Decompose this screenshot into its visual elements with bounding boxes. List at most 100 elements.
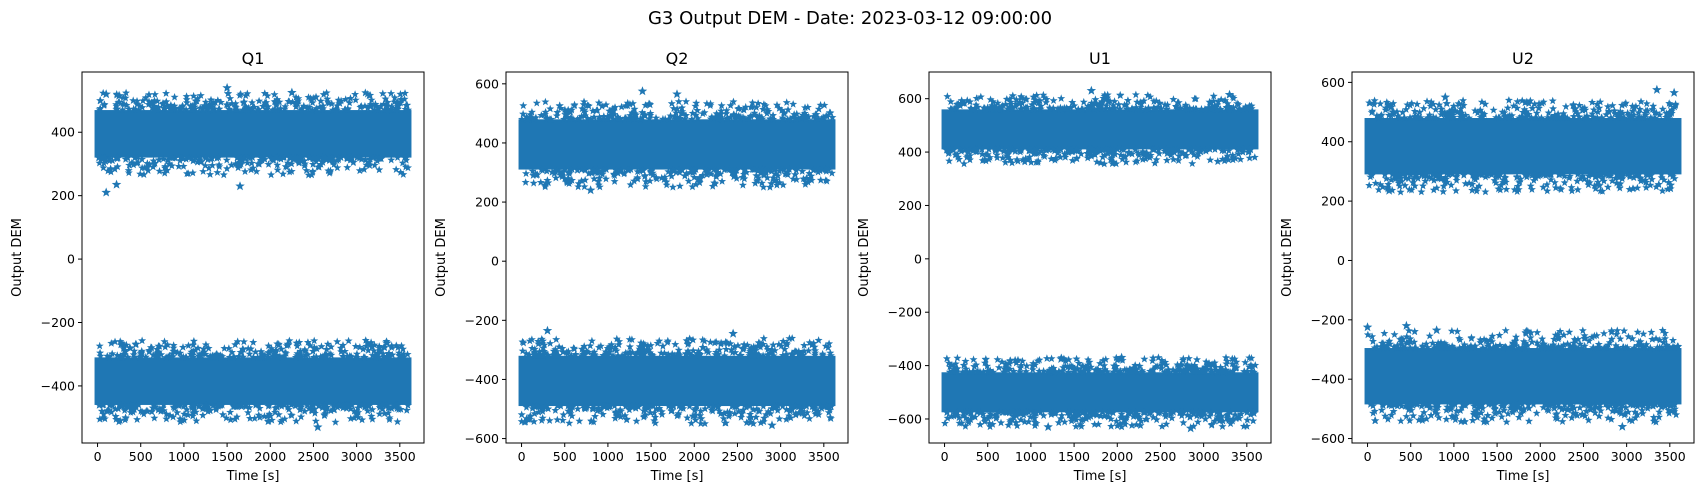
outlier-point-u2-7 — [1384, 185, 1394, 195]
x-tick-label: 2500 — [1568, 449, 1600, 464]
data-band-core — [94, 110, 412, 158]
subplot-q2: 0 500 1000 1500 2000 2500 3000 3500−600−400−200… — [434, 49, 849, 484]
x-tick-label: 3000 — [765, 449, 797, 464]
x-tick-label: 1500 — [211, 449, 243, 464]
outlier-point-u1-3 — [1116, 352, 1127, 362]
outlier-point-u1-1 — [1086, 85, 1097, 95]
outlier-point-q1-7 — [287, 87, 297, 97]
x-axis-label-u1: Time [s] — [1073, 469, 1127, 484]
data-band-u2-2 — [1363, 326, 1683, 426]
data-band-core — [518, 355, 836, 407]
figure-title: G3 Output DEM - Date: 2023-03-12 09:00:0… — [648, 8, 1052, 29]
y-tick-label: 400 — [51, 125, 75, 140]
subplot-u2: 0 500 1000 1500 2000 2500 3000 3500−600−400−200… — [1280, 49, 1695, 484]
x-tick-label: 3000 — [1611, 449, 1643, 464]
y-tick-label: −200 — [1311, 312, 1345, 327]
y-tick-label: 0 — [1337, 253, 1345, 268]
data-band-core — [94, 357, 412, 405]
data-band-core — [1364, 118, 1682, 175]
data-band-edge-points — [1365, 96, 1680, 196]
x-tick-label: 3500 — [1231, 449, 1263, 464]
x-axis-label-u2: Time [s] — [1496, 469, 1550, 484]
x-tick-label: 1500 — [1058, 449, 1090, 464]
outlier-point-q2-4 — [542, 325, 553, 335]
outlier-point-u2-5 — [1401, 320, 1412, 330]
axes-frame-q2 — [505, 71, 849, 444]
y-axis-label-u2: Output DEM — [1280, 218, 1295, 297]
data-band-u1-1 — [941, 90, 1259, 168]
axes-frame-q1 — [81, 71, 425, 444]
y-tick-label: 600 — [898, 91, 922, 106]
data-band-edge-points — [518, 97, 837, 191]
x-tick-label: 0 — [941, 449, 949, 464]
y-tick-label: 400 — [475, 135, 499, 150]
x-tick-label: 2500 — [298, 449, 330, 464]
x-tick-label: 2500 — [722, 449, 754, 464]
x-tick-label: 1000 — [1438, 449, 1470, 464]
y-tick-label: −200 — [41, 315, 75, 330]
data-band-core — [941, 372, 1259, 413]
y-tick-label: −600 — [465, 431, 499, 446]
outlier-point-q1-8 — [313, 422, 323, 432]
y-tick-label: −400 — [888, 358, 922, 373]
y-axis-label-q2: Output DEM — [434, 218, 449, 297]
y-axis-label-u1: Output DEM — [857, 218, 872, 297]
x-tick-label: 500 — [976, 449, 1000, 464]
y-tick-label: −200 — [465, 313, 499, 328]
axes-frame-u1 — [928, 71, 1272, 444]
outlier-point-u2-3 — [1669, 87, 1679, 97]
y-tick-label: −200 — [888, 305, 922, 320]
y-tick-label: 400 — [898, 145, 922, 160]
outlier-point-u2-2 — [1652, 84, 1662, 94]
x-tick-label: 0 — [1364, 449, 1372, 464]
outlier-point-q1-9 — [382, 338, 392, 348]
data-band-u2-1 — [1364, 96, 1682, 196]
x-tick-label: 500 — [1399, 449, 1423, 464]
x-tick-label: 3500 — [384, 449, 416, 464]
data-band-u1-2 — [941, 353, 1260, 431]
x-tick-label: 1000 — [168, 449, 200, 464]
x-tick-label: 2500 — [1145, 449, 1177, 464]
y-tick-label: −400 — [465, 372, 499, 387]
outlier-point-u1-2 — [1224, 89, 1235, 99]
y-tick-label: −400 — [41, 378, 75, 393]
data-band-edge-points — [1363, 326, 1683, 426]
x-tick-label: 2000 — [254, 449, 286, 464]
y-tick-label: 0 — [491, 254, 499, 269]
outlier-point-q2-5 — [728, 328, 738, 338]
x-axis-label-q2: Time [s] — [650, 469, 704, 484]
data-band-core — [518, 119, 836, 170]
x-tick-label: 0 — [94, 449, 102, 464]
outlier-point-u1-5 — [1043, 422, 1053, 431]
outlier-point-q1-4 — [222, 82, 232, 92]
outlier-point-u2-4 — [1362, 322, 1373, 332]
outlier-point-q1-3 — [235, 181, 245, 191]
y-tick-label: 0 — [67, 252, 75, 267]
data-band-edge-points — [517, 334, 836, 428]
x-tick-label: 1000 — [1015, 449, 1047, 464]
subplot-title-u1: U1 — [1089, 49, 1111, 68]
y-tick-label: −600 — [1311, 431, 1345, 446]
x-tick-label: 3500 — [808, 449, 840, 464]
x-tick-label: 500 — [553, 449, 577, 464]
y-tick-label: 600 — [475, 76, 499, 91]
outlier-point-q1-6 — [114, 90, 124, 100]
data-band-core — [941, 109, 1259, 150]
x-tick-label: 0 — [518, 449, 526, 464]
outlier-point-u2-1 — [1440, 92, 1450, 102]
y-tick-label: 200 — [51, 188, 75, 203]
data-band-edge-points — [942, 90, 1259, 168]
plot-area-q1 — [94, 82, 413, 432]
y-tick-label: 600 — [1321, 75, 1345, 90]
y-tick-label: −400 — [1311, 372, 1345, 387]
x-tick-label: 3500 — [1654, 449, 1686, 464]
data-band-edge-points — [94, 88, 413, 179]
x-tick-label: 3000 — [341, 449, 373, 464]
outlier-point-u2-6 — [1431, 325, 1442, 335]
y-tick-label: 400 — [1321, 134, 1345, 149]
x-tick-label: 500 — [129, 449, 153, 464]
y-axis-label-q1: Output DEM — [10, 218, 25, 297]
x-tick-label: 1500 — [635, 449, 667, 464]
